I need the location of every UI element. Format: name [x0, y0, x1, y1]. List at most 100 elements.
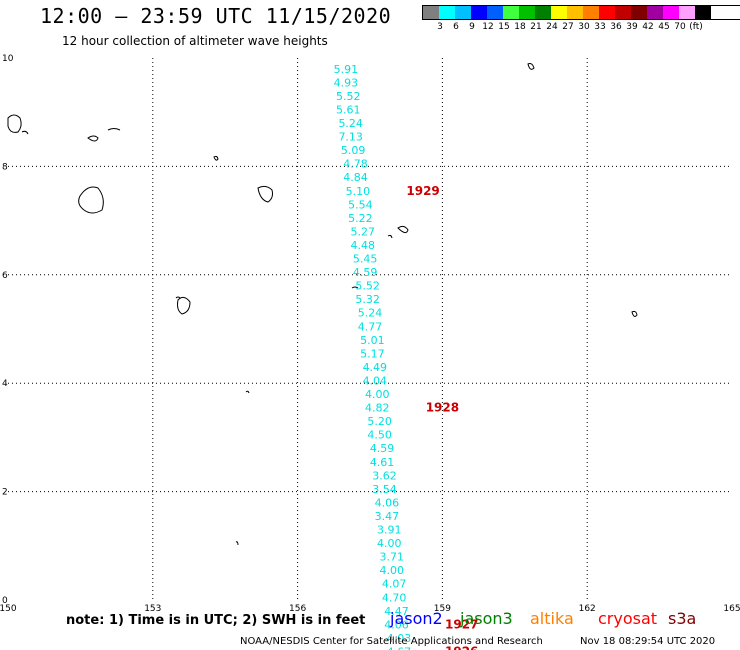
scale-swatch: [599, 6, 615, 19]
wave-height-label: 4.48: [351, 239, 376, 252]
scale-swatch: [583, 6, 599, 19]
scale-label: 36: [610, 22, 622, 32]
scale-label: 21: [530, 22, 542, 32]
scale-swatch: [487, 6, 503, 19]
scale-label: 27: [562, 22, 574, 32]
timestamp-text: Nov 18 08:29:54 UTC 2020: [580, 636, 716, 647]
scale-swatch: [567, 6, 583, 19]
wave-height-label: 4.06: [384, 618, 409, 631]
scale-swatch: [615, 6, 631, 19]
pass-time-label: 1928: [426, 401, 459, 415]
wave-height-label: 4.00: [377, 537, 402, 550]
satellite-legend-s3a: s3a: [668, 609, 697, 628]
wave-height-label: 4.82: [365, 402, 390, 415]
island-outline: [527, 63, 535, 70]
scale-swatch: [631, 6, 647, 19]
chart-subtitle: 12 hour collection of altimeter wave hei…: [62, 34, 328, 48]
scale-label: 33: [594, 22, 606, 32]
island-outline: [175, 296, 181, 299]
wave-height-label: 5.54: [348, 198, 373, 211]
wave-height-label: 4.78: [343, 158, 368, 171]
scale-label: 18: [514, 22, 526, 32]
wave-height-label: 5.09: [341, 144, 366, 157]
scale-swatch: [695, 6, 711, 19]
scale-swatch: [647, 6, 663, 19]
island-outline: [397, 225, 409, 234]
x-tick-label: 150: [0, 604, 17, 614]
wave-height-label: 5.22: [348, 212, 373, 225]
scale-label: (ft): [689, 22, 703, 32]
wave-height-label: 4.61: [370, 456, 395, 469]
wave-height-label: 4.03: [387, 632, 412, 645]
wave-height-label: 5.20: [367, 415, 392, 428]
wave-height-label: 4.07: [382, 578, 407, 591]
island-outline: [107, 128, 121, 131]
y-tick-label: 8: [2, 162, 8, 172]
island-outline: [87, 135, 99, 142]
wave-height-label: 4.93: [334, 76, 359, 89]
island-outline: [177, 296, 191, 315]
island-outline: [631, 310, 638, 317]
scale-swatch: [535, 6, 551, 19]
chart-title: 12:00 – 23:59 UTC 11/15/2020: [40, 4, 392, 28]
wave-height-label: 7.13: [338, 131, 363, 144]
scale-label: 24: [546, 22, 558, 32]
satellite-legend-altika: altika: [530, 609, 574, 628]
x-tick-label: 156: [289, 604, 306, 614]
x-tick-label: 162: [579, 604, 596, 614]
scale-label: 30: [578, 22, 590, 32]
scale-label: 6: [453, 22, 459, 32]
scale-swatch: [663, 6, 679, 19]
wave-height-label: 5.52: [355, 280, 380, 293]
wave-height-label: 4.67: [387, 645, 412, 650]
wave-height-label: 5.27: [351, 225, 376, 238]
wave-height-label: 4.59: [353, 266, 378, 279]
scale-swatch: [423, 6, 439, 19]
scale-label: 9: [469, 22, 475, 32]
island-outline: [245, 390, 250, 394]
island-outline: [21, 130, 29, 135]
wave-height-label: 4.47: [384, 605, 409, 618]
wave-height-label: 3.91: [377, 524, 402, 537]
wave-height-label: 4.50: [367, 429, 392, 442]
scale-swatch: [471, 6, 487, 19]
wave-height-label: 4.04: [363, 374, 388, 387]
scale-swatch: [439, 6, 455, 19]
wave-height-label: 4.70: [382, 591, 407, 604]
wave-height-label: 5.91: [334, 63, 359, 76]
scale-swatch: [679, 6, 695, 19]
units-note: note: 1) Time is in UTC; 2) SWH is in fe…: [66, 613, 366, 628]
credit-text: NOAA/NESDIS Center for Satellite Applica…: [240, 636, 543, 647]
wave-height-label: 5.24: [358, 307, 383, 320]
scale-label: 45: [658, 22, 670, 32]
wave-height-label: 4.00: [365, 388, 390, 401]
island-outline: [213, 155, 219, 161]
scale-label: 42: [642, 22, 654, 32]
x-tick-label: 153: [144, 604, 161, 614]
wave-height-label: 5.61: [336, 103, 361, 116]
wave-height-label: 3.54: [372, 483, 397, 496]
wave-height-label: 5.52: [336, 90, 361, 103]
y-tick-label: 4: [2, 379, 8, 389]
wave-height-label: 4.77: [358, 320, 383, 333]
island-outline: [351, 286, 359, 289]
y-tick-label: 10: [2, 54, 14, 64]
scale-swatch: [551, 6, 567, 19]
satellite-legend-jason3: jason3: [460, 609, 513, 628]
wave-height-label: 5.45: [353, 253, 378, 266]
satellite-legend-cryosat: cryosat: [598, 609, 658, 628]
satellite-legend-jason2: jason2: [390, 609, 443, 628]
island-outline: [235, 541, 239, 546]
wave-height-label: 4.00: [379, 564, 404, 577]
wave-height-label: 3.71: [379, 551, 404, 564]
wave-height-label: 4.06: [375, 496, 400, 509]
island-outline: [257, 185, 273, 203]
x-tick-label: 159: [434, 604, 451, 614]
scale-swatch: [519, 6, 535, 19]
wave-height-label: 5.17: [360, 347, 385, 360]
wave-height-label: 4.49: [363, 361, 388, 374]
y-tick-label: 2: [2, 488, 8, 498]
wave-height-label: 3.62: [372, 469, 397, 482]
color-scale: 3 6 9 12 15 18 21 24 27 30 33 36 39 42 45 70 (ft): [422, 5, 740, 32]
scale-label: 39: [626, 22, 638, 32]
